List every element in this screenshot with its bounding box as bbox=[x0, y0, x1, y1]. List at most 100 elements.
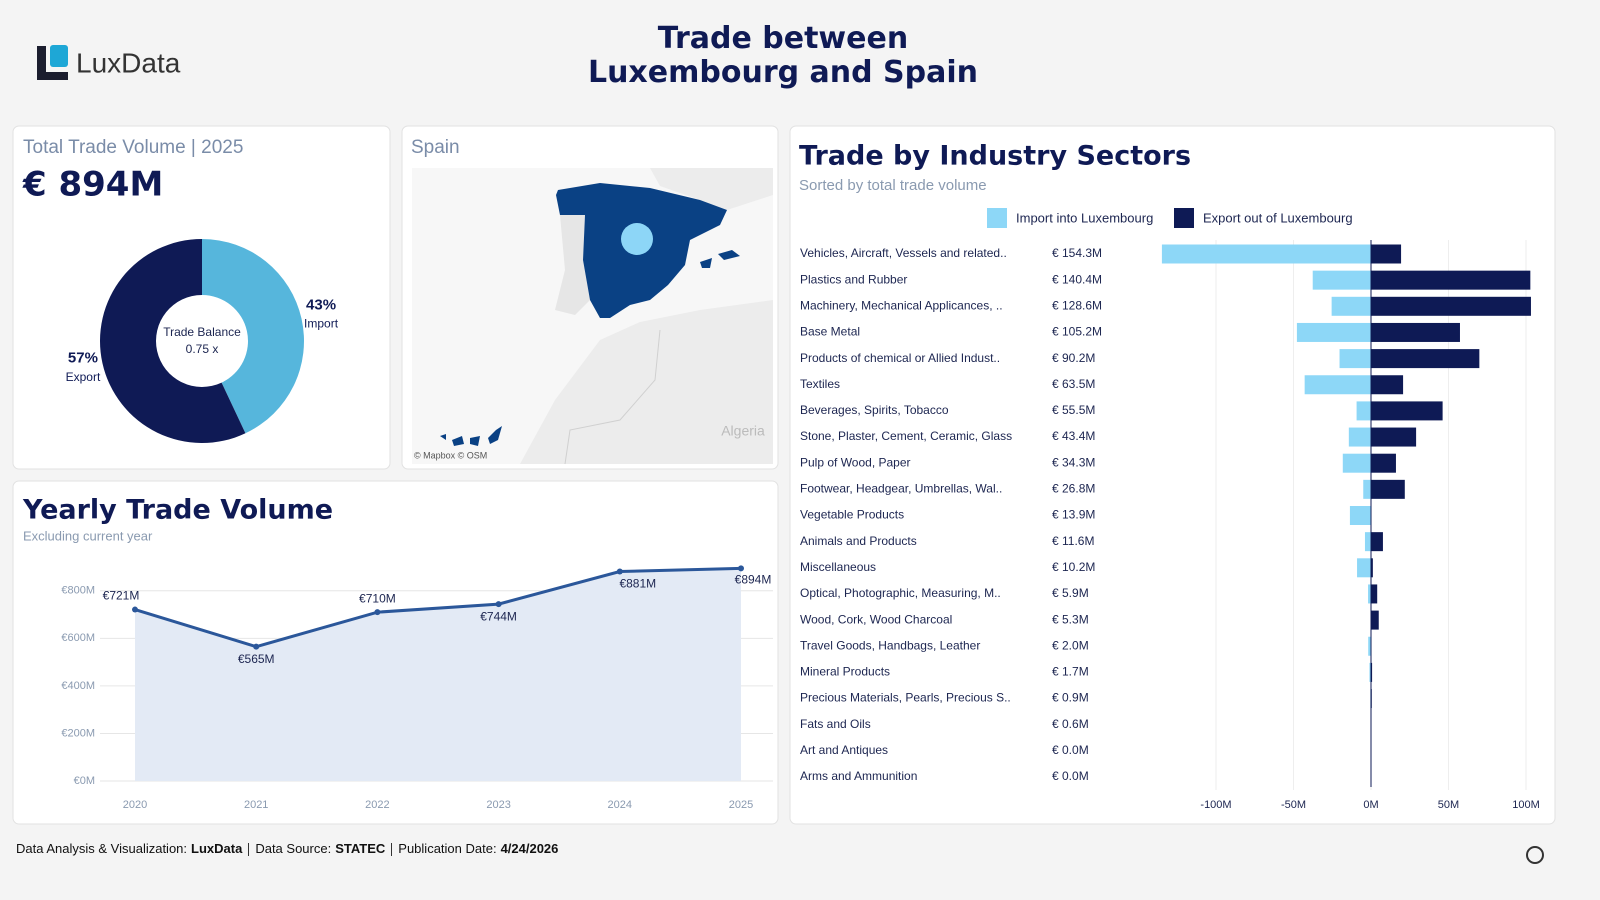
logo-mark bbox=[37, 46, 68, 80]
x-tick-label: 2020 bbox=[123, 799, 147, 811]
bar bbox=[1364, 532, 1371, 552]
footer-item: Data Source: STATEC bbox=[255, 841, 385, 856]
panel bbox=[789, 125, 1556, 825]
x-tick-label: -100M bbox=[1200, 799, 1231, 811]
category-label: Textiles bbox=[800, 377, 840, 391]
total-label: € 2.0M bbox=[1052, 638, 1089, 652]
total-label: € 5.3M bbox=[1052, 612, 1089, 626]
category-label: Stone, Plaster, Cement, Ceramic, Glass bbox=[800, 429, 1012, 443]
point bbox=[253, 643, 260, 650]
bar bbox=[1357, 558, 1371, 578]
logo-mark bbox=[50, 45, 68, 67]
map-island bbox=[700, 258, 712, 268]
headline: € 894M bbox=[22, 165, 163, 205]
footer-label: Data Source: bbox=[255, 841, 332, 856]
footer-label: Data Analysis & Visualization: bbox=[16, 841, 188, 856]
point bbox=[738, 565, 744, 572]
bar bbox=[1371, 662, 1373, 682]
y-tick-label: €400M bbox=[61, 680, 95, 692]
category-label: Products of chemical or Allied Indust.. bbox=[800, 351, 1000, 365]
category-label: Optical, Photographic, Measuring, M.. bbox=[800, 586, 1001, 600]
point bbox=[495, 601, 502, 608]
legend-label: Export out of Luxembourg bbox=[1203, 210, 1353, 225]
bar bbox=[1342, 453, 1371, 473]
category-label: Fats and Oils bbox=[800, 717, 871, 731]
panel-subtitle: Sorted by total trade volume bbox=[799, 177, 987, 194]
bar bbox=[1371, 322, 1460, 342]
separator bbox=[248, 843, 250, 856]
bar bbox=[1371, 584, 1378, 604]
category-label: Travel Goods, Handbags, Leather bbox=[800, 638, 980, 652]
slice-label: Import bbox=[304, 317, 339, 331]
footer-label: Publication Date: bbox=[398, 841, 497, 856]
center-value: 0.75 x bbox=[186, 342, 219, 356]
map-island bbox=[440, 434, 446, 440]
total-label: € 128.6M bbox=[1052, 298, 1102, 312]
x-tick-label: 0M bbox=[1363, 799, 1378, 811]
total-label: € 11.6M bbox=[1052, 534, 1094, 548]
legend-swatch bbox=[987, 208, 1007, 228]
bar bbox=[1296, 322, 1371, 342]
total-label: € 26.8M bbox=[1052, 482, 1095, 496]
total-label: € 0.0M bbox=[1052, 743, 1089, 757]
bar bbox=[1371, 375, 1404, 395]
category-label: Plastics and Rubber bbox=[800, 272, 907, 286]
bar bbox=[1368, 584, 1371, 604]
point bbox=[616, 568, 623, 575]
map-island bbox=[488, 426, 502, 444]
map-island bbox=[470, 436, 480, 446]
bar bbox=[1363, 479, 1371, 499]
category-label: Miscellaneous bbox=[800, 560, 876, 574]
footer-value: 4/24/2026 bbox=[500, 841, 559, 856]
x-tick-label: 100M bbox=[1512, 799, 1540, 811]
bar bbox=[1349, 506, 1371, 525]
y-tick-label: €600M bbox=[61, 632, 95, 644]
slice-value-label: 43% bbox=[306, 296, 336, 313]
map-land bbox=[520, 300, 773, 464]
bar bbox=[1371, 610, 1379, 630]
bar bbox=[1339, 349, 1371, 369]
category-label: Precious Materials, Pearls, Precious S.. bbox=[800, 691, 1011, 705]
pie-slice bbox=[202, 239, 304, 434]
pie-slice bbox=[100, 239, 246, 443]
bar bbox=[1371, 296, 1531, 316]
bar bbox=[1371, 558, 1373, 578]
value-label: €881M bbox=[619, 577, 656, 591]
bar bbox=[1348, 427, 1371, 447]
total-label: € 1.7M bbox=[1052, 665, 1089, 679]
total-label: € 0.0M bbox=[1052, 769, 1089, 783]
bar bbox=[1312, 270, 1371, 290]
slice-label: Export bbox=[66, 370, 101, 384]
footer-item: Data Analysis & Visualization: LuxData bbox=[16, 841, 242, 856]
x-tick-label: 2025 bbox=[729, 799, 753, 811]
value-label: €710M bbox=[359, 591, 396, 605]
total-label: € 55.5M bbox=[1052, 403, 1095, 417]
bar bbox=[1371, 270, 1531, 290]
value-label: €565M bbox=[238, 652, 275, 666]
slice-value-label: 57% bbox=[68, 350, 98, 367]
page-title: Trade between Luxembourg and Spain bbox=[587, 21, 979, 90]
category-label: Animals and Products bbox=[800, 534, 917, 548]
map-marker bbox=[621, 223, 653, 255]
category-label: Vehicles, Aircraft, Vessels and related.… bbox=[800, 246, 1007, 260]
total-label: € 63.5M bbox=[1052, 377, 1095, 391]
category-label: Pulp of Wood, Paper bbox=[800, 455, 911, 469]
total-label: € 0.9M bbox=[1052, 691, 1089, 705]
panel-subtitle: Excluding current year bbox=[23, 528, 153, 543]
category-label: Footwear, Headgear, Umbrellas, Wal.. bbox=[800, 482, 1002, 496]
total-label: € 0.6M bbox=[1052, 717, 1089, 731]
bar bbox=[1331, 296, 1371, 316]
legend-label: Import into Luxembourg bbox=[1016, 210, 1153, 225]
bar bbox=[1304, 375, 1371, 395]
bar bbox=[1161, 244, 1371, 264]
map-island bbox=[452, 436, 464, 446]
map-land bbox=[650, 168, 773, 210]
map-attribution: © Mapbox © OSM bbox=[414, 450, 487, 460]
total-label: € 10.2M bbox=[1052, 560, 1095, 574]
footer: Data Analysis & Visualization: LuxData Dat… bbox=[16, 841, 558, 856]
panel-title: Trade by Industry Sectors bbox=[799, 141, 1191, 172]
footer-value: LuxData bbox=[191, 841, 243, 856]
map-island bbox=[718, 250, 740, 260]
map-label: Algeria bbox=[721, 423, 765, 439]
